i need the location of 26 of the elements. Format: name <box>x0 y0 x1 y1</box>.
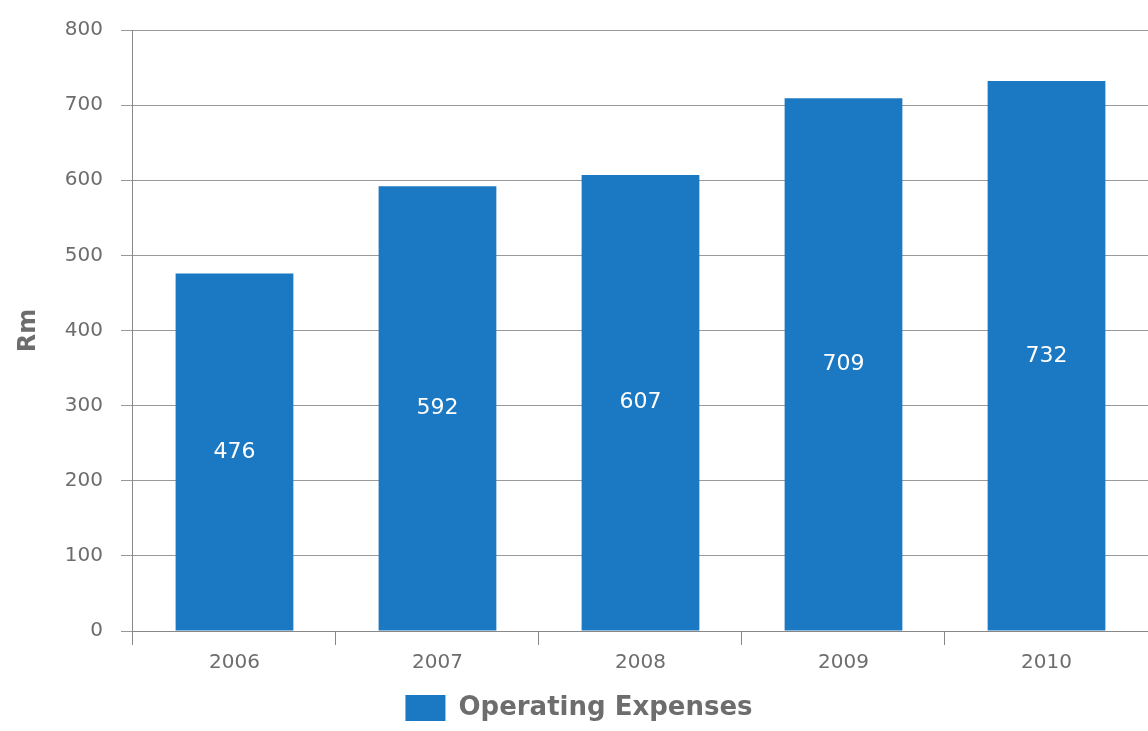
x-tick-label: 2006 <box>209 649 260 674</box>
data-label: 607 <box>619 388 662 414</box>
y-tick-label: 600 <box>64 166 103 191</box>
bar <box>378 186 497 631</box>
y-tick-label: 200 <box>64 466 103 491</box>
y-tick-label: 0 <box>90 617 103 642</box>
y-tick-label: 500 <box>64 241 103 266</box>
x-tick-label: 2008 <box>615 649 666 674</box>
y-tick-label: 100 <box>64 542 103 567</box>
y-tick-label: 700 <box>64 91 103 116</box>
data-label: 592 <box>416 394 459 420</box>
data-label: 476 <box>213 437 256 463</box>
data-label: 732 <box>1025 341 1068 367</box>
data-label: 709 <box>822 350 865 376</box>
y-axis-title: Rm <box>12 308 41 353</box>
y-tick-label: 400 <box>64 316 103 341</box>
x-tick-label: 2007 <box>412 649 463 674</box>
x-tick-label: 2009 <box>818 649 869 674</box>
bar <box>987 81 1106 631</box>
y-tick-label: 800 <box>64 16 103 41</box>
bar <box>175 273 294 631</box>
legend-label: Operating Expenses <box>458 690 753 721</box>
x-tick-label: 2010 <box>1021 649 1072 674</box>
bar <box>784 98 903 631</box>
bar <box>581 174 700 631</box>
y-tick-label: 300 <box>64 391 103 416</box>
